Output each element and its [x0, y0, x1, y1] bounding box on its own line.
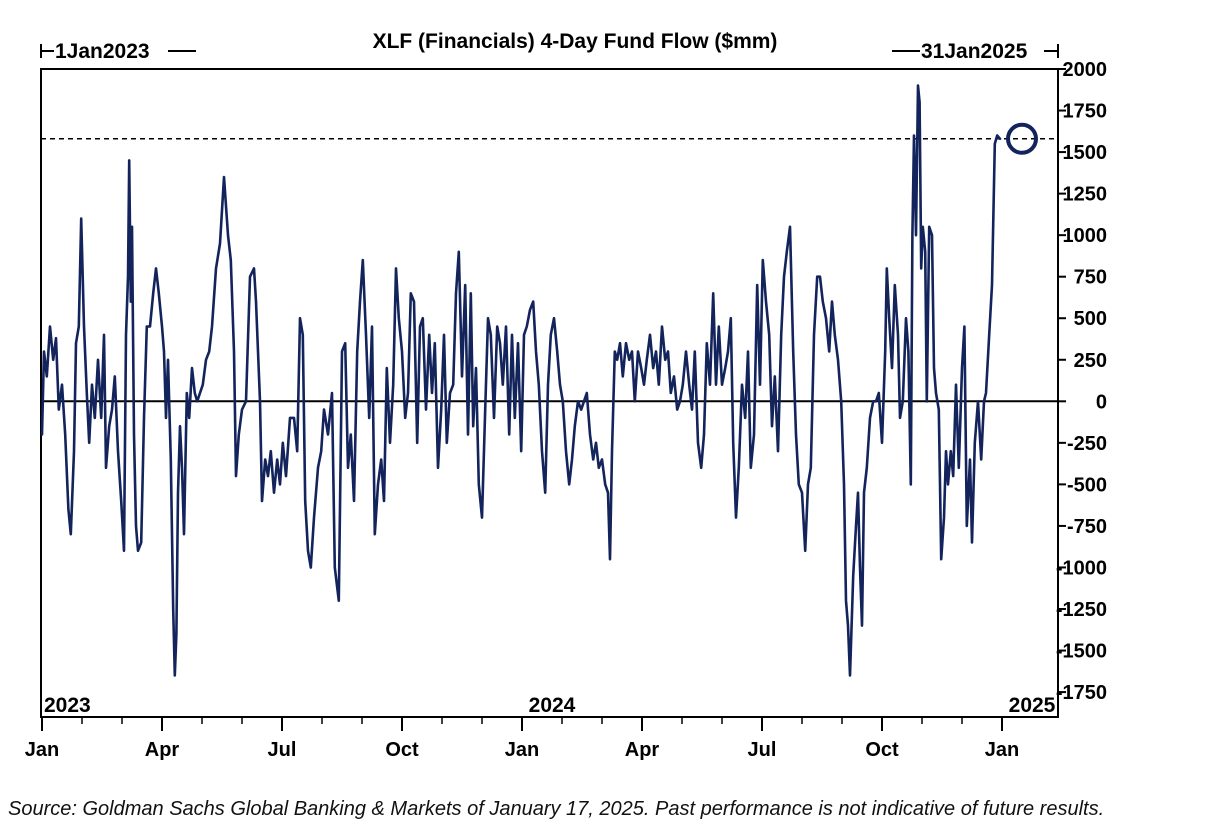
y-tick-label: 500	[1074, 308, 1107, 330]
chart-title: XLF (Financials) 4-Day Fund Flow ($mm)	[373, 30, 778, 53]
range-end-label: 31Jan2025	[921, 40, 1028, 63]
reference-lines	[41, 138, 1058, 403]
range-start-marker: 1Jan2023	[40, 40, 196, 63]
y-tick-label: 1750	[1063, 101, 1108, 123]
y-tick-label: 250	[1074, 350, 1107, 372]
x-tick-label: Apr	[145, 739, 180, 761]
x-tick-label: Jul	[268, 739, 297, 761]
source-note: Source: Goldman Sachs Global Banking & M…	[8, 798, 1105, 820]
range-end-marker: 31Jan2025	[892, 40, 1059, 63]
plot-frame	[40, 68, 1059, 718]
y-tick-label: 1500	[1063, 142, 1108, 164]
year-labels: 2023 2024 2025	[44, 694, 1056, 717]
x-tick-label: Jul	[748, 739, 777, 761]
x-axis: Jan Apr Jul Oct Jan Apr Jul Oct Jan	[25, 717, 1019, 761]
y-tick-label: -1500	[1056, 641, 1107, 663]
x-tick-label: Jan	[985, 739, 1019, 761]
y-tick-label: -1250	[1056, 599, 1107, 621]
y-tick-label: -500	[1067, 474, 1107, 496]
y-tick-label: -1000	[1056, 557, 1107, 579]
y-tick-label: -750	[1067, 516, 1107, 538]
y-axis: 2000 1750 1500 1250 1000 750 500 250 0 -250 -500 -7…	[1056, 59, 1107, 704]
y-tick-label: -250	[1067, 433, 1107, 455]
x-tick-label: Apr	[625, 739, 660, 761]
year-label: 2025	[1009, 694, 1056, 717]
highlight-circle	[1006, 122, 1038, 155]
y-tick-label: 1250	[1063, 184, 1108, 206]
x-tick-label: Jan	[505, 739, 539, 761]
series-layer	[40, 84, 1002, 677]
year-label: 2023	[44, 694, 91, 717]
highlight-layer	[1006, 122, 1038, 155]
x-tick-label: Jan	[25, 739, 59, 761]
year-label: 2024	[529, 694, 576, 717]
range-start-label: 1Jan2023	[55, 40, 150, 63]
y-tick-label: 750	[1074, 267, 1107, 289]
y-tick-label: 0	[1096, 391, 1107, 413]
y-tick-label: -1750	[1056, 682, 1107, 704]
y-tick-label: 1000	[1063, 225, 1108, 247]
series-line	[40, 84, 1002, 677]
x-tick-label: Oct	[865, 739, 899, 761]
x-tick-label: Oct	[385, 739, 419, 761]
y-tick-label: 2000	[1063, 59, 1108, 81]
